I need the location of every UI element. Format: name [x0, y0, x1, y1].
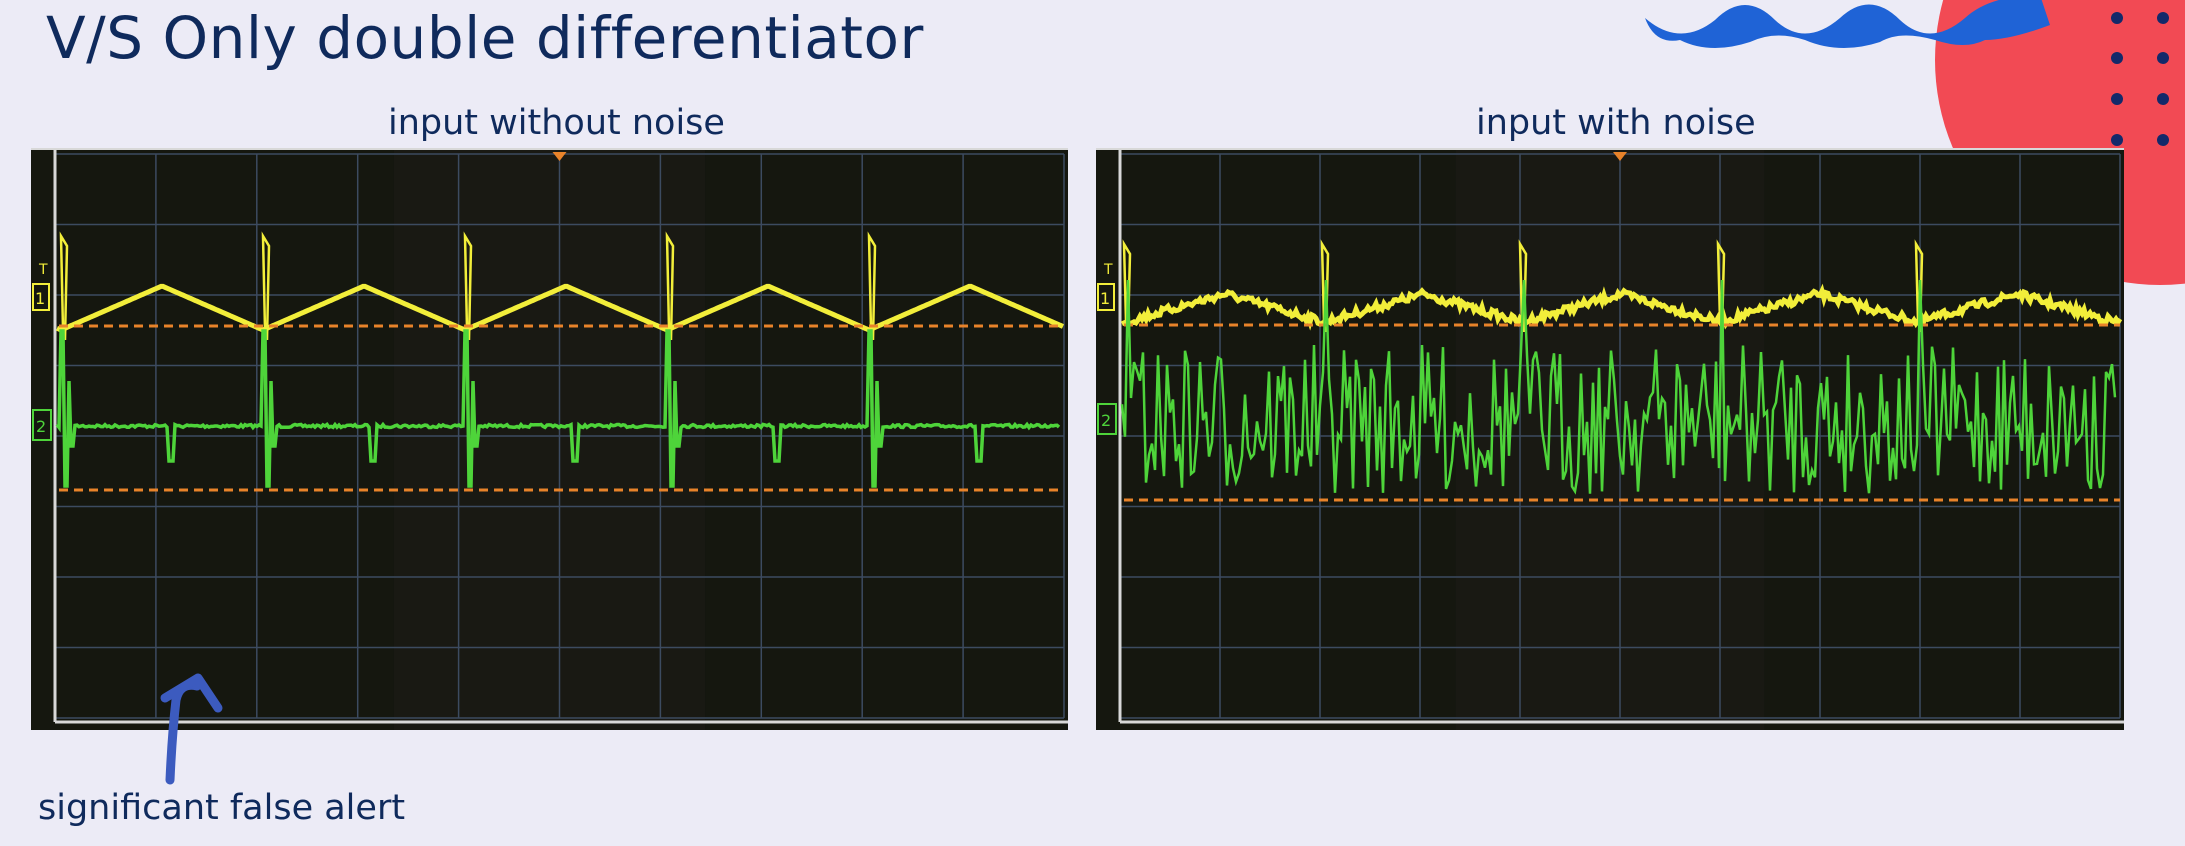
slide-title: V/S Only double differentiator [46, 4, 924, 72]
trigger-label: T [38, 262, 48, 278]
left-caption: input without noise [388, 103, 725, 143]
ch2-marker [1097, 403, 1117, 435]
input-spike [59, 231, 69, 341]
input-spike [867, 231, 877, 341]
oscilloscope-with-noise: 1 T 2 [1096, 148, 2124, 730]
false-alert-note: significant false alert [38, 788, 406, 828]
ch1-label: 1 [35, 289, 45, 308]
ch1-marker [32, 283, 50, 311]
trigger-marker [1613, 152, 1627, 161]
input-spike [463, 231, 473, 341]
ch1-label: 1 [1100, 289, 1110, 308]
oscilloscope-without-noise: 1 T 2 [31, 148, 1068, 730]
arrow-shaft [165, 680, 202, 785]
dot-grid-decoration [2111, 12, 2169, 146]
right-caption: input with noise [1476, 103, 1756, 143]
trigger-marker [552, 152, 567, 161]
blue-wave-decoration [1645, 0, 2050, 49]
input-spike [261, 231, 271, 341]
ch2-marker [32, 409, 52, 441]
output-signal-trace [1120, 279, 2117, 495]
input-signal-trace [56, 283, 1065, 333]
ch2-label: 2 [36, 417, 46, 436]
input-spike [665, 231, 675, 341]
arrow-head [160, 673, 223, 713]
ch2-label: 2 [1101, 411, 1111, 430]
ch1-marker [1097, 283, 1115, 311]
screen-glare [393, 148, 706, 730]
input-signal-trace [1120, 283, 2123, 331]
output-signal-trace [55, 329, 1061, 488]
trigger-label: T [1103, 262, 1113, 278]
